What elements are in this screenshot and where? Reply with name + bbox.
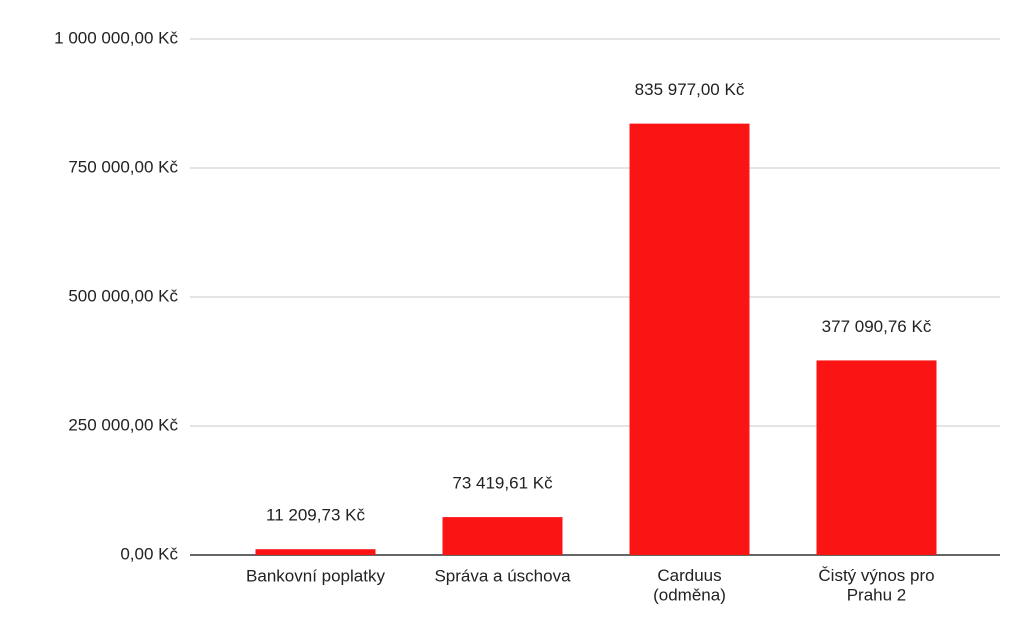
- x-tick-label: Carduus (odměna): [653, 566, 726, 605]
- y-tick-label: 1 000 000,00 Kč: [54, 28, 178, 47]
- x-tick-label: Správa a úschova: [434, 566, 571, 585]
- value-label: 73 419,61 Kč: [452, 474, 553, 493]
- y-tick-label: 500 000,00 Kč: [68, 286, 178, 305]
- bar: [816, 360, 937, 555]
- value-label: 377 090,76 Kč: [822, 317, 932, 336]
- value-label: 835 977,00 Kč: [635, 80, 745, 99]
- value-label: 11 209,73 Kč: [266, 506, 365, 525]
- y-tick-label: 750 000,00 Kč: [68, 157, 178, 176]
- bar: [255, 549, 376, 555]
- bar: [442, 517, 563, 555]
- bar: [629, 123, 750, 555]
- x-tick-label: Čistý výnos pro Prahu 2: [818, 566, 934, 605]
- y-tick-label: 250 000,00 Kč: [68, 415, 178, 434]
- x-tick-label: Bankovní poplatky: [246, 566, 385, 585]
- y-tick-label: 0,00 Kč: [120, 544, 178, 563]
